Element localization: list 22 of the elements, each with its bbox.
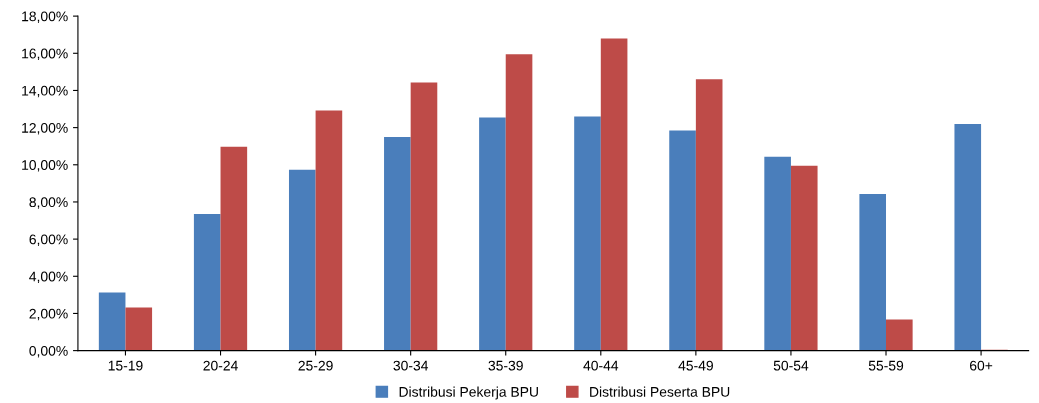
x-tick-label: 35-39	[488, 360, 523, 371]
y-tick-label: 18,00%	[22, 11, 68, 23]
x-tick-label: 30-34	[393, 360, 429, 371]
x-tick-label: 40-44	[583, 360, 619, 371]
legend-label: Distribusi Pekerja BPU	[399, 386, 538, 400]
x-tick-label: 45-49	[678, 360, 713, 371]
x-tick-label: 60+	[970, 360, 993, 371]
y-tick-label: 14,00%	[22, 85, 68, 98]
y-tick-label: 8,00%	[29, 197, 68, 209]
legend-label: Distribusi Peserta BPU	[590, 386, 730, 397]
x-tick-label: 50-54	[773, 360, 809, 371]
y-tick-label: 16,00%	[22, 48, 68, 61]
y-tick-label: 6,00%	[29, 234, 68, 246]
x-tick-label: 15-19	[108, 360, 143, 371]
x-tick-label: 55-59	[868, 360, 904, 371]
y-tick-label: 0,00%	[29, 345, 68, 358]
x-tick-label: 20-24	[203, 360, 238, 371]
y-tick-label: 12,00%	[22, 122, 68, 135]
y-tick-label: 2,00%	[29, 308, 68, 321]
y-tick-label: 4,00%	[29, 271, 68, 284]
x-tick-label: 25-29	[298, 360, 333, 371]
y-tick-label: 10,00%	[22, 160, 68, 172]
